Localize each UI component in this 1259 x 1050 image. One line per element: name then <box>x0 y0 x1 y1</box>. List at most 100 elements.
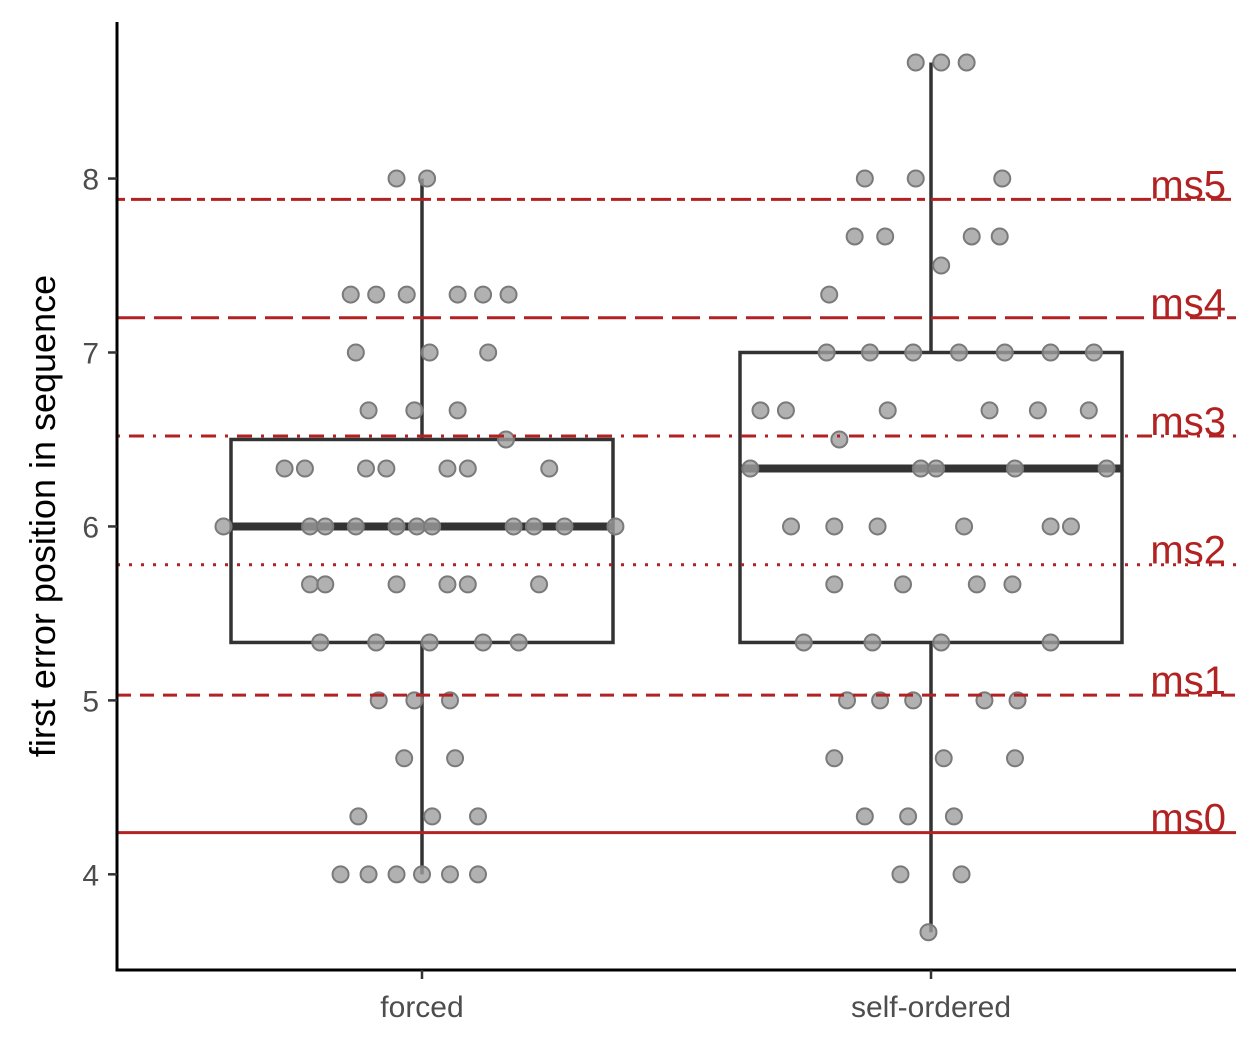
data-point <box>776 401 795 420</box>
data-point <box>825 749 844 768</box>
boxes-layer <box>229 62 1124 933</box>
data-point <box>468 807 487 826</box>
data-point <box>860 343 879 362</box>
data-point <box>387 865 406 884</box>
data-point <box>906 53 925 72</box>
data-point <box>301 517 320 536</box>
data-point <box>962 227 981 246</box>
data-point <box>751 401 770 420</box>
data-point <box>990 227 1009 246</box>
data-point <box>967 575 986 594</box>
data-point <box>479 343 498 362</box>
data-point <box>1005 749 1024 768</box>
x-tick-label: forced <box>380 991 463 1024</box>
data-point <box>367 633 386 652</box>
data-point <box>830 430 849 449</box>
data-point <box>1079 401 1098 420</box>
data-point <box>927 459 946 478</box>
data-point <box>894 575 913 594</box>
data-point <box>957 53 976 72</box>
data-point <box>1003 575 1022 594</box>
reference-lines-layer: ms0 ms1 ms2 ms3 ms4 ms5 <box>117 163 1236 841</box>
data-point <box>316 575 335 594</box>
y-tick-label: 7 <box>82 337 99 370</box>
data-point <box>993 169 1012 188</box>
data-point <box>359 865 378 884</box>
data-point <box>446 749 465 768</box>
data-point <box>387 169 406 188</box>
points-layer <box>214 53 1116 942</box>
data-point <box>346 343 365 362</box>
data-point <box>341 285 360 304</box>
data-point <box>932 256 951 275</box>
box-iqr <box>738 350 1124 645</box>
reference-label-ms1: ms1 <box>1150 659 1226 703</box>
data-point <box>499 285 518 304</box>
data-point <box>817 343 836 362</box>
box-self-ordered <box>738 62 1124 933</box>
data-point <box>932 633 951 652</box>
data-point <box>418 169 437 188</box>
data-point <box>932 53 951 72</box>
data-point <box>845 227 864 246</box>
data-point <box>891 865 910 884</box>
data-point <box>949 343 968 362</box>
data-point <box>420 343 439 362</box>
data-point <box>911 459 930 478</box>
data-point <box>448 401 467 420</box>
data-point <box>794 633 813 652</box>
data-point <box>397 285 416 304</box>
data-point <box>474 633 493 652</box>
data-point <box>1084 343 1103 362</box>
y-tick-label: 4 <box>82 859 99 892</box>
data-point <box>980 401 999 420</box>
data-point <box>606 517 625 536</box>
data-point <box>555 517 574 536</box>
data-point <box>876 227 895 246</box>
data-point <box>311 633 330 652</box>
data-point <box>524 517 543 536</box>
x-tick-label: self-ordered <box>851 991 1011 1024</box>
data-point <box>995 343 1014 362</box>
data-point <box>316 517 335 536</box>
data-point <box>1028 401 1047 420</box>
data-point <box>405 401 424 420</box>
data-point <box>423 807 442 826</box>
data-point <box>295 459 314 478</box>
data-point <box>906 169 925 188</box>
data-point <box>741 459 760 478</box>
reference-label-ms2: ms2 <box>1150 529 1226 573</box>
data-point <box>934 749 953 768</box>
axes-layer: 4 5 6 7 8 forced self-ordered first error pos… <box>22 22 1236 1024</box>
data-point <box>855 807 874 826</box>
data-point <box>346 517 365 536</box>
data-point <box>919 923 938 942</box>
data-point <box>438 575 457 594</box>
data-point <box>423 517 442 536</box>
data-point <box>214 517 233 536</box>
data-point <box>504 517 523 536</box>
data-point <box>448 285 467 304</box>
data-point <box>387 575 406 594</box>
data-point <box>820 285 839 304</box>
data-point <box>413 865 431 884</box>
data-point <box>367 285 386 304</box>
reference-label-ms3: ms3 <box>1150 400 1226 444</box>
data-point <box>952 865 971 884</box>
data-point <box>420 633 439 652</box>
data-point <box>496 430 515 449</box>
data-point <box>944 807 963 826</box>
data-point <box>331 865 350 884</box>
data-point <box>878 401 897 420</box>
data-point <box>468 865 487 884</box>
data-point <box>540 459 559 478</box>
data-point <box>863 633 882 652</box>
data-point <box>955 517 974 536</box>
data-point <box>1041 517 1060 536</box>
y-ticks: 4 5 6 7 8 <box>82 164 117 892</box>
data-point <box>275 459 294 478</box>
reference-label-ms4: ms4 <box>1150 282 1226 326</box>
data-point <box>1041 633 1060 652</box>
data-point <box>825 575 844 594</box>
data-point <box>440 865 459 884</box>
